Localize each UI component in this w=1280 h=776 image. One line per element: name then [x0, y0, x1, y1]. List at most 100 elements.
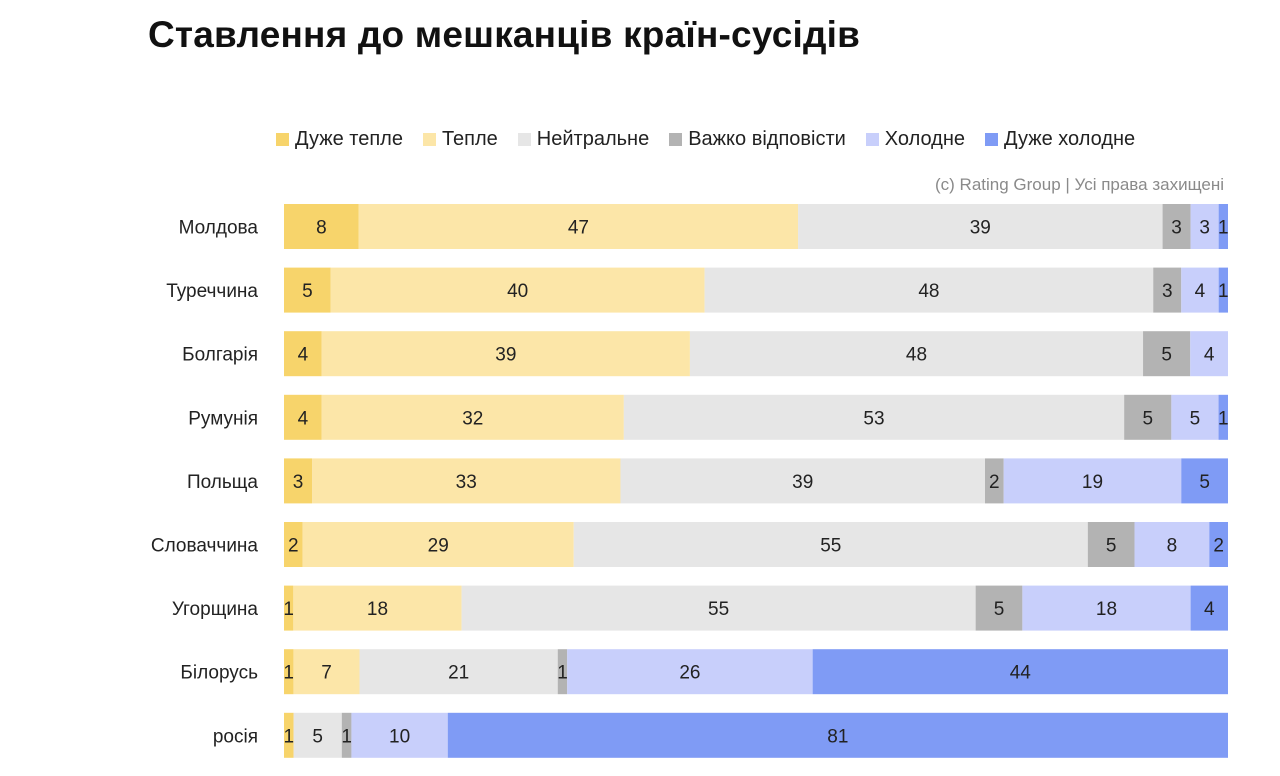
bar-segment: [284, 649, 294, 695]
category-label: Словаччина: [151, 536, 259, 557]
bar-segment: [1087, 522, 1135, 567]
data-label: 4: [1195, 281, 1206, 302]
bar-segment: [302, 522, 574, 567]
data-label: 5: [1106, 536, 1117, 557]
data-label: 18: [367, 599, 388, 620]
data-label: 5: [312, 726, 323, 747]
bar-segment: [1162, 204, 1191, 249]
legend-swatch: [517, 132, 531, 146]
data-label: 1: [557, 663, 568, 684]
legend-swatch: [422, 132, 436, 146]
legend-item: Тепле: [422, 127, 498, 151]
legend-label: Важко відповісти: [688, 127, 846, 150]
data-label: 1: [1218, 408, 1229, 429]
data-label: 40: [507, 281, 528, 302]
bar-segment: [1181, 458, 1228, 504]
bar-segment: [358, 204, 799, 249]
legend-item: Нейтральне: [517, 127, 650, 151]
bar-segment: [1190, 204, 1219, 249]
data-label: 1: [341, 726, 352, 747]
legend-swatch: [865, 132, 879, 146]
bar-segment: [293, 649, 360, 695]
bar-segment: [1190, 331, 1228, 377]
bar-segment: [984, 458, 1004, 504]
data-label: 8: [1167, 536, 1178, 557]
bar-segment: [359, 649, 558, 695]
data-label: 3: [1199, 218, 1210, 239]
bar-segment: [1218, 394, 1228, 440]
data-label: 5: [994, 599, 1005, 620]
bar-segment: [341, 712, 352, 758]
data-label: 39: [970, 218, 991, 239]
category-label: Угорщина: [172, 599, 259, 620]
bar-segment: [284, 458, 313, 504]
data-label: 4: [298, 408, 309, 429]
bar-segment: [284, 522, 303, 567]
bar-segment: [1181, 267, 1219, 313]
data-label: 10: [389, 726, 410, 747]
bar-segment: [567, 649, 813, 695]
data-label: 7: [321, 663, 332, 684]
bar-segment: [975, 585, 1023, 631]
data-label: 29: [428, 536, 449, 557]
bar-segment: [293, 712, 342, 758]
data-label: 81: [827, 726, 848, 747]
legend-item: Холодне: [865, 128, 965, 151]
bar-segment: [689, 331, 1144, 377]
bar-segment: [1143, 331, 1191, 377]
data-label: 55: [708, 599, 729, 620]
data-label: 5: [1161, 345, 1172, 366]
bar-segment: [704, 267, 1154, 313]
category-label: Білорусь: [180, 663, 258, 684]
data-label: 4: [1204, 345, 1215, 366]
legend-item: Дуже тепле: [276, 128, 403, 151]
bar-segment: [1003, 458, 1182, 504]
legend: Дуже тепле Тепле Нейтральне Важко відповіст…: [276, 126, 1155, 152]
legend-item: Важко відповісти: [669, 128, 846, 151]
data-label: 55: [820, 536, 841, 557]
bar-segment: [321, 331, 690, 377]
bar-segment: [1153, 267, 1182, 313]
bar-segment: [1209, 522, 1228, 567]
bar-segment: [798, 204, 1163, 249]
bar-segment: [620, 458, 985, 504]
bar-segment: [284, 331, 322, 377]
data-label: 5: [1199, 472, 1210, 493]
data-label: 21: [448, 663, 469, 684]
legend-swatch: [985, 132, 999, 146]
data-label: 2: [1213, 536, 1224, 557]
legend-label: Нейтральне: [536, 127, 650, 150]
data-label: 33: [456, 472, 477, 493]
bar-segment: [330, 267, 705, 313]
data-label: 1: [1218, 281, 1229, 302]
bar-segment: [293, 585, 462, 631]
legend-swatch: [276, 132, 289, 146]
data-label: 1: [283, 599, 294, 620]
bar-segment: [1190, 585, 1228, 631]
category-label: Польща: [187, 472, 258, 493]
data-label: 53: [863, 408, 884, 429]
chart-title: Ставлення до мешканців країн-сусідів: [148, 14, 861, 55]
legend-item: Дуже холодне: [985, 128, 1135, 151]
data-label: 1: [284, 726, 295, 747]
category-label: Туреччина: [166, 281, 258, 302]
bar-segment: [284, 204, 359, 249]
legend-swatch: [669, 132, 683, 146]
bar-segment: [1218, 267, 1228, 313]
category-label: росія: [213, 726, 258, 747]
data-label: 3: [293, 472, 304, 493]
bar-segment: [557, 649, 568, 695]
bar-segment: [812, 649, 1228, 695]
legend-label: Дуже тепле: [295, 127, 403, 150]
data-label: 5: [302, 281, 313, 302]
data-label: 2: [989, 472, 1000, 493]
bar-segment: [461, 585, 976, 631]
bar-segment: [284, 712, 294, 758]
legend-label: Тепле: [441, 127, 498, 150]
data-label: 44: [1010, 663, 1032, 684]
bar-segment: [321, 394, 624, 440]
data-label: 18: [1096, 599, 1117, 620]
bar-segment: [1124, 394, 1172, 440]
data-label: 47: [568, 218, 589, 239]
